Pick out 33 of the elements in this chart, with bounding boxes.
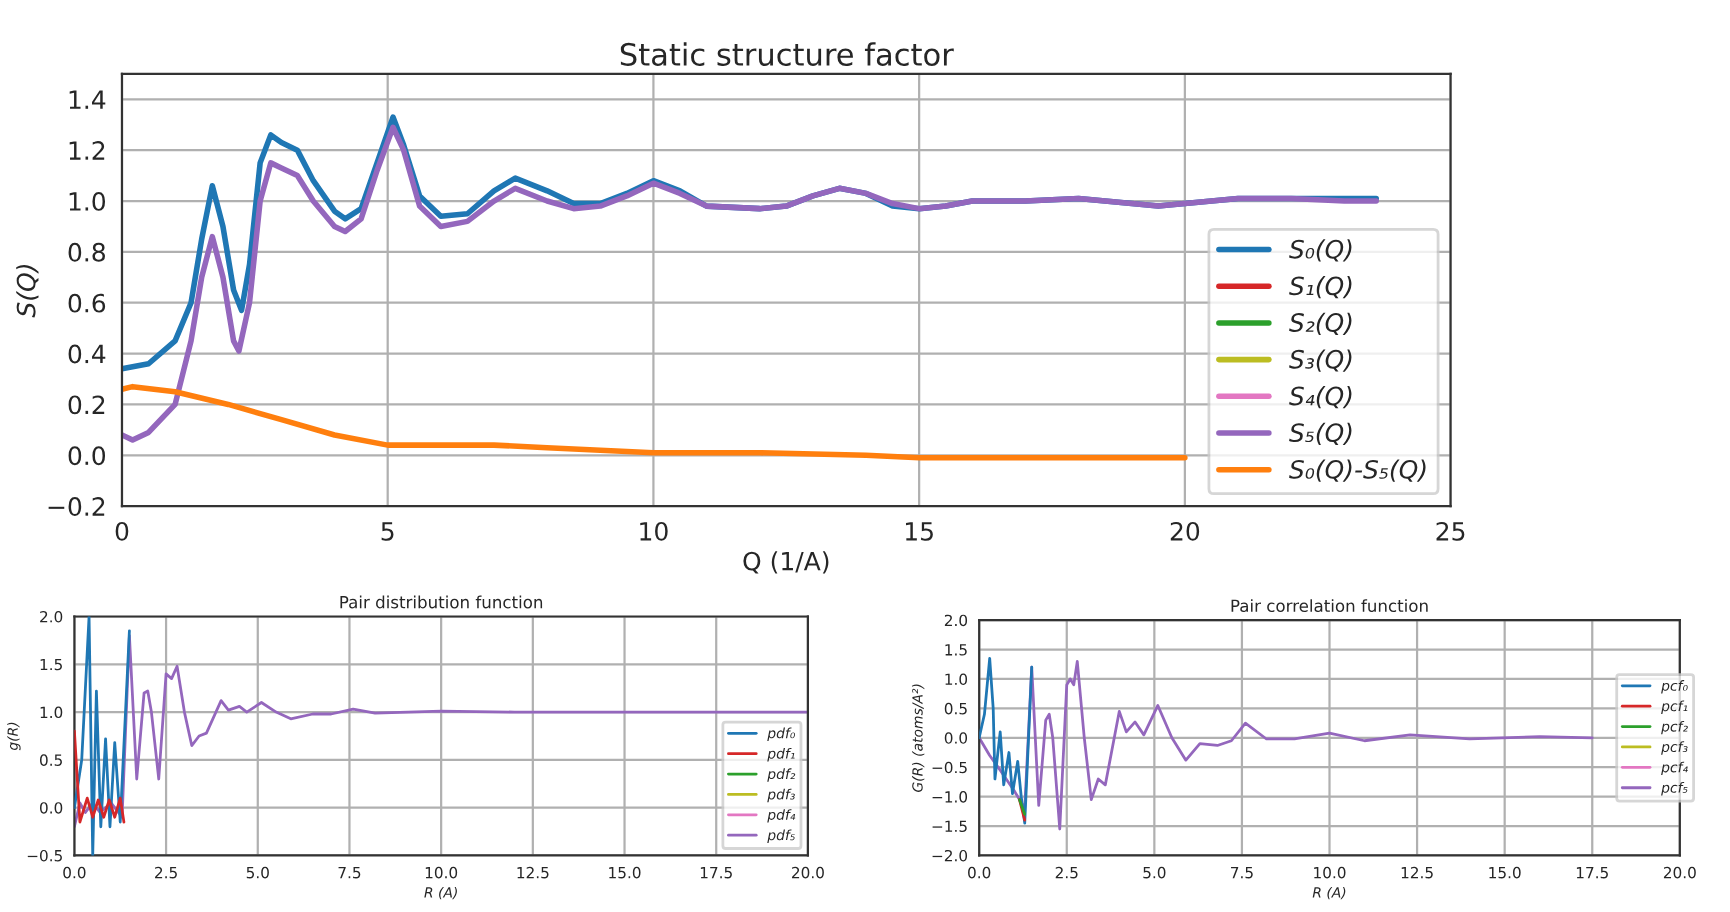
x-tick-label: 25 [1436, 521, 1465, 541]
chart-title: Pair distribution function [340, 595, 543, 609]
line-series [121, 383, 1188, 461]
y-tick-label: 0.6 [68, 293, 106, 313]
legend-label: S₄(Q) [1289, 386, 1352, 409]
y-tick-label: 1.2 [69, 141, 105, 160]
x-tick-label: 15 [905, 522, 933, 541]
y-tick-label: 0.4 [68, 344, 106, 364]
legend-label: S₀(Q)-S₅(Q) [1289, 459, 1426, 482]
x-tick-label: 10 [640, 521, 668, 541]
y-tick-label: 1.0 [69, 191, 106, 211]
y-tick-label: 0.2 [68, 395, 105, 415]
legend-label: S₂(Q) [1289, 312, 1352, 335]
legend-label: S₁(Q) [1289, 276, 1352, 299]
line-series [74, 729, 126, 824]
x-tick-label: 5 [381, 522, 394, 541]
y-tick-label: 0.8 [68, 242, 105, 262]
x-tick-label: 20 [1170, 521, 1200, 541]
chart-title: Pair correlation function [1231, 599, 1428, 613]
line-series [979, 659, 1594, 831]
y-tick-label: 1.4 [69, 90, 106, 109]
legend-label: S₅(Q) [1289, 422, 1352, 446]
legend-label: S₀(Q) [1289, 239, 1352, 262]
x-tick-label: 0 [115, 521, 129, 541]
y-axis-title: S(Q) [16, 265, 39, 318]
chart-title: Static structure factor [620, 42, 954, 66]
y-tick-label: −0.2 [48, 497, 105, 517]
x-axis-title: Q (1/A) [743, 551, 829, 574]
legend-label: S₃(Q) [1289, 349, 1352, 372]
line-series [74, 634, 808, 829]
line-series [979, 657, 1034, 825]
y-tick-label: 0.0 [68, 446, 106, 466]
line-series [121, 124, 1379, 443]
